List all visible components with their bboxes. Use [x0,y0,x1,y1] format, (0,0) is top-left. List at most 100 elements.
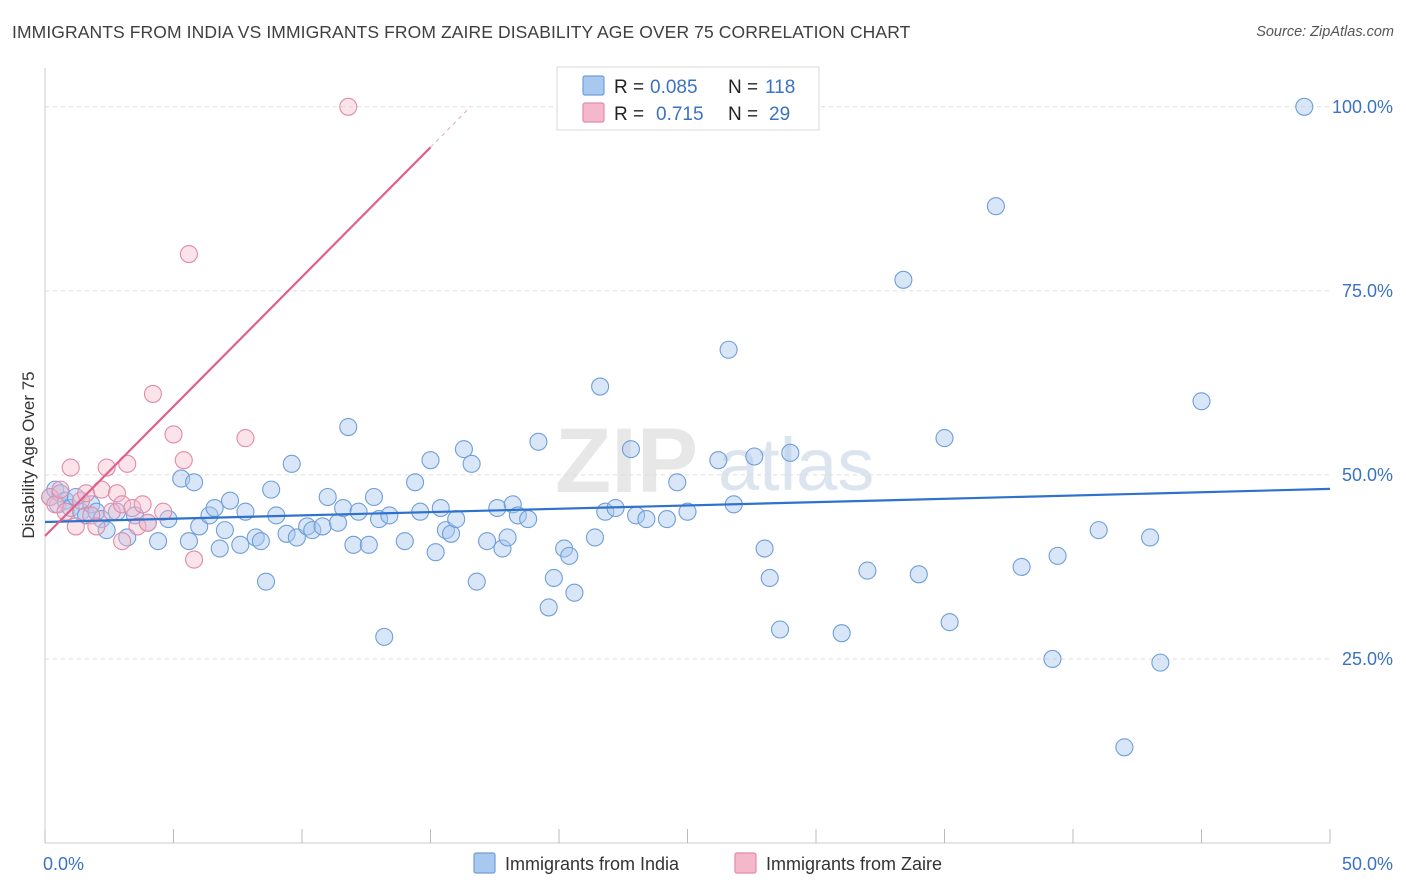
india-point-68 [503,495,522,514]
india-point-49 [370,510,389,529]
india-point-50 [375,627,394,646]
india-point-77 [585,528,605,547]
india-point-65 [488,498,507,518]
india-point-53 [406,473,425,492]
zaire-point-26 [236,429,255,448]
x-tick-label-min: 0.0% [43,854,84,874]
india-point-86 [678,502,697,521]
y-tick-label-50: 50.0% [1342,465,1393,485]
india-point-17 [149,532,168,551]
india-point-107 [1141,528,1160,547]
india-point-39 [303,521,322,540]
bottom-legend-zaire-label: Immigrants from Zaire [766,854,942,874]
zaire-point-15 [118,454,137,473]
tick-labels: 25.0% 50.0% 75.0% 100.0% 0.0% 50.0% [43,97,1393,874]
india-point-102 [1012,557,1031,576]
india-point-105 [1089,521,1108,540]
india-point-76 [565,583,584,602]
chart-source: Source: ZipAtlas.com [1256,24,1394,40]
legend-india-n-label: N = [728,77,758,98]
india-point-97 [894,270,913,289]
watermark-atlas: atlas [718,423,874,506]
india-point-55 [421,451,440,470]
india-point-71 [529,432,548,451]
zaire-point-4 [61,458,80,477]
bottom-legend-india-label: Immigrants from India [505,854,680,874]
zaire-point-9 [87,517,106,536]
india-point-73 [544,568,563,588]
legend-india-r-label: R = [614,77,644,98]
zaire-point-13 [107,484,127,503]
india-point-104 [1048,546,1067,565]
zaire-point-3 [56,502,75,521]
trend-lines [44,107,1331,537]
india-point-88 [719,340,738,359]
gridlines [45,106,1330,660]
india-point-47 [359,535,378,554]
india-point-36 [282,454,301,473]
bottom-legend-swatch-india [473,852,496,874]
india-point-61 [454,440,473,459]
zaire-point-19 [138,513,157,532]
india-point-83 [637,510,656,529]
stats-legend: R = 0.085 N = 118 R = 0.715 N = 29 [556,66,820,131]
zaire-point-22 [164,425,183,444]
axes [44,68,1331,844]
zaire-trend-extension [430,107,470,148]
india-point-20 [179,532,198,551]
zaire-point-27 [339,97,358,116]
zaire-point-25 [185,550,204,569]
india-point-12 [97,521,116,540]
india-point-101 [986,197,1005,216]
y-tick-label-25: 25.0% [1342,649,1393,669]
zaire-point-2 [51,480,70,499]
india-point-90 [745,447,764,466]
india-point-106 [1115,738,1134,757]
india-point-43 [334,498,353,518]
zaire-point-23 [174,451,193,470]
india-point-64 [477,532,497,551]
zaire-point-16 [123,498,142,518]
india-point-85 [668,473,687,492]
india-point-48 [364,487,384,507]
x-tick-label-max: 50.0% [1342,854,1393,874]
india-point-51 [380,506,399,525]
india-point-93 [770,620,790,639]
india-point-108 [1151,653,1170,672]
india-point-103 [1043,649,1062,669]
series-india [41,97,1314,757]
india-point-26 [215,521,234,540]
india-point-41 [318,487,337,507]
india-point-92 [760,568,779,588]
india-point-27 [220,491,240,510]
zaire-point-10 [92,480,111,499]
india-point-70 [519,510,538,529]
india-point-28 [231,535,250,554]
india-point-94 [781,443,800,462]
chart-title: IMMIGRANTS FROM INDIA VS IMMIGRANTS FROM… [12,22,911,42]
legend-zaire-n-label: N = [728,104,758,125]
zaire-point-24 [179,244,198,264]
watermark-zip: ZIP [555,410,698,512]
india-point-32 [256,572,276,591]
india-point-84 [657,510,676,529]
india-point-63 [467,572,486,591]
india-point-40 [313,517,332,536]
india-point-56 [426,543,445,562]
india-point-72 [539,598,558,617]
series-zaire [41,97,358,569]
zaire-trend-line [44,146,432,537]
legend-zaire-n-value: 29 [769,104,790,125]
india-point-98 [909,565,928,584]
india-point-37 [287,528,306,547]
india-point-44 [339,418,358,437]
zaire-point-18 [133,495,152,514]
zaire-point-11 [97,458,116,477]
india-point-81 [621,440,641,459]
series-legend: Immigrants from India Immigrants from Za… [473,852,942,874]
india-point-62 [462,454,481,473]
india-point-69 [508,506,527,525]
india-point-110 [1295,97,1314,116]
zaire-point-28 [113,532,132,551]
